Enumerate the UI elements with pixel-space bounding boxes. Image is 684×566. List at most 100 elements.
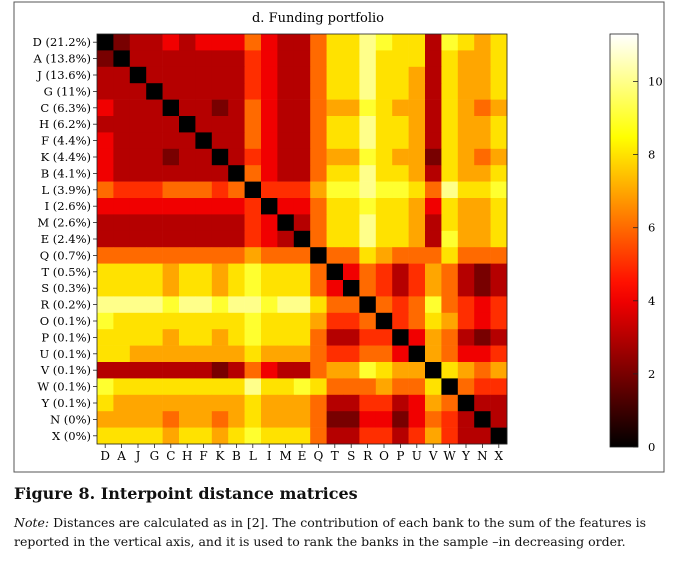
- heatmap-cell: [293, 181, 311, 199]
- heatmap-cell: [490, 181, 508, 199]
- heatmap-cell: [425, 214, 442, 232]
- heatmap-cell: [129, 132, 147, 150]
- heatmap-cell: [326, 66, 344, 84]
- heatmap-cell: [490, 394, 508, 412]
- chart-title: d. Funding portfolio: [252, 11, 384, 26]
- heatmap-cell: [408, 165, 426, 182]
- heatmap-cell: [441, 280, 459, 297]
- heatmap-cell: [113, 181, 131, 199]
- row-label: W (0.1%): [37, 380, 91, 394]
- heatmap-cell: [343, 411, 360, 428]
- heatmap-cell: [375, 66, 393, 84]
- heatmap-cell: [408, 312, 426, 330]
- heatmap-cell: [490, 362, 508, 379]
- heatmap-cell: [425, 99, 442, 117]
- heatmap-cell: [457, 116, 475, 133]
- heatmap-cell: [441, 132, 459, 150]
- heatmap-cell: [474, 34, 491, 51]
- heatmap-cell: [179, 34, 196, 51]
- heatmap-cell: [261, 280, 278, 297]
- heatmap-cell: [261, 148, 278, 166]
- heatmap-cell: [425, 329, 442, 346]
- heatmap-cell: [162, 427, 180, 445]
- heatmap-cell: [129, 247, 147, 264]
- heatmap-cell: [474, 362, 491, 379]
- heatmap-cell: [474, 329, 491, 346]
- heatmap-cell: [179, 181, 196, 199]
- heatmap-cell: [425, 427, 442, 445]
- heatmap-cell: [326, 362, 344, 379]
- heatmap-cell: [228, 263, 245, 281]
- heatmap-cell: [310, 345, 327, 363]
- heatmap-cell: [490, 329, 508, 346]
- heatmap-cell: [343, 296, 360, 314]
- heatmap-cell: [474, 296, 491, 314]
- heatmap-cell: [359, 411, 377, 428]
- column-label: M: [279, 449, 291, 463]
- heatmap-cell: [211, 181, 229, 199]
- heatmap-cell: [359, 312, 377, 330]
- row-label: V (0.1%): [40, 363, 91, 377]
- heatmap-cell: [474, 83, 491, 100]
- heatmap-cell: [359, 427, 377, 445]
- heatmap-cell: [457, 263, 475, 281]
- heatmap-cell: [293, 83, 311, 100]
- heatmap-cell: [425, 296, 442, 314]
- heatmap-cell: [146, 214, 163, 232]
- column-label: O: [379, 449, 389, 463]
- heatmap-cell: [113, 263, 131, 281]
- heatmap-cell: [375, 99, 393, 117]
- heatmap-cell: [441, 116, 459, 133]
- heatmap-cell: [490, 280, 508, 297]
- heatmap-cell: [310, 214, 327, 232]
- heatmap-cell: [474, 280, 491, 297]
- heatmap-cell: [228, 394, 245, 412]
- heatmap-cell: [392, 378, 409, 396]
- heatmap-cell: [261, 34, 278, 51]
- heatmap-cell: [425, 132, 442, 150]
- heatmap-cell: [474, 427, 491, 445]
- heatmap-cell: [343, 99, 360, 117]
- heatmap-cell: [211, 165, 229, 182]
- heatmap-cell: [146, 263, 163, 281]
- heatmap-cell: [211, 411, 229, 428]
- heatmap-cell: [392, 34, 409, 51]
- heatmap-cell: [408, 214, 426, 232]
- heatmap-cell: [244, 83, 262, 100]
- heatmap-cell: [162, 263, 180, 281]
- heatmap-cell: [228, 427, 245, 445]
- heatmap-cell: [375, 362, 393, 379]
- heatmap-cell: [359, 165, 377, 182]
- heatmap-cell: [228, 132, 245, 150]
- heatmap-cell: [408, 83, 426, 100]
- heatmap-cell: [277, 34, 295, 51]
- heatmap-cell: [146, 312, 163, 330]
- heatmap-cell: [244, 116, 262, 133]
- heatmap-cell: [408, 296, 426, 314]
- heatmap-cell: [179, 198, 196, 215]
- heatmap-cell: [441, 34, 459, 51]
- heatmap-cell: [375, 181, 393, 199]
- heatmap-cell: [277, 263, 295, 281]
- heatmap-cell: [359, 345, 377, 363]
- heatmap-cell: [113, 312, 131, 330]
- heatmap-cell: [326, 148, 344, 166]
- heatmap-cell: [326, 345, 344, 363]
- heatmap-cell: [490, 378, 508, 396]
- heatmap-cell: [392, 263, 409, 281]
- heatmap-cell: [129, 263, 147, 281]
- heatmap-cell: [146, 116, 163, 133]
- heatmap-cell: [146, 165, 163, 182]
- heatmap-cell: [129, 427, 147, 445]
- heatmap-cell: [179, 378, 196, 396]
- heatmap-cell: [97, 263, 114, 281]
- heatmap-cell: [441, 312, 459, 330]
- heatmap-cell: [457, 394, 475, 412]
- heatmap-cell: [261, 230, 278, 248]
- heatmap-cell: [375, 247, 393, 264]
- heatmap-cell: [179, 230, 196, 248]
- heatmap-cell: [113, 345, 131, 363]
- heatmap-cell: [293, 394, 311, 412]
- row-label: E (2.4%): [41, 232, 91, 246]
- heatmap-cell: [97, 214, 114, 232]
